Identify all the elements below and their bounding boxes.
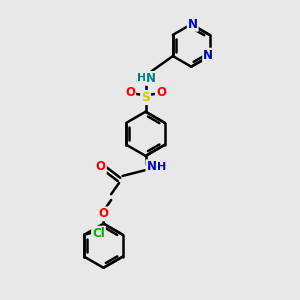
Text: Cl: Cl xyxy=(92,227,105,240)
Text: O: O xyxy=(98,207,109,220)
Text: H: H xyxy=(157,162,167,172)
Text: N: N xyxy=(146,160,157,173)
Text: O: O xyxy=(96,160,106,173)
Text: N: N xyxy=(203,49,213,62)
Text: N: N xyxy=(188,18,198,31)
Text: O: O xyxy=(156,86,166,99)
Text: O: O xyxy=(125,86,135,99)
Text: N: N xyxy=(146,72,156,85)
Text: S: S xyxy=(141,91,150,104)
Text: H: H xyxy=(136,74,146,83)
